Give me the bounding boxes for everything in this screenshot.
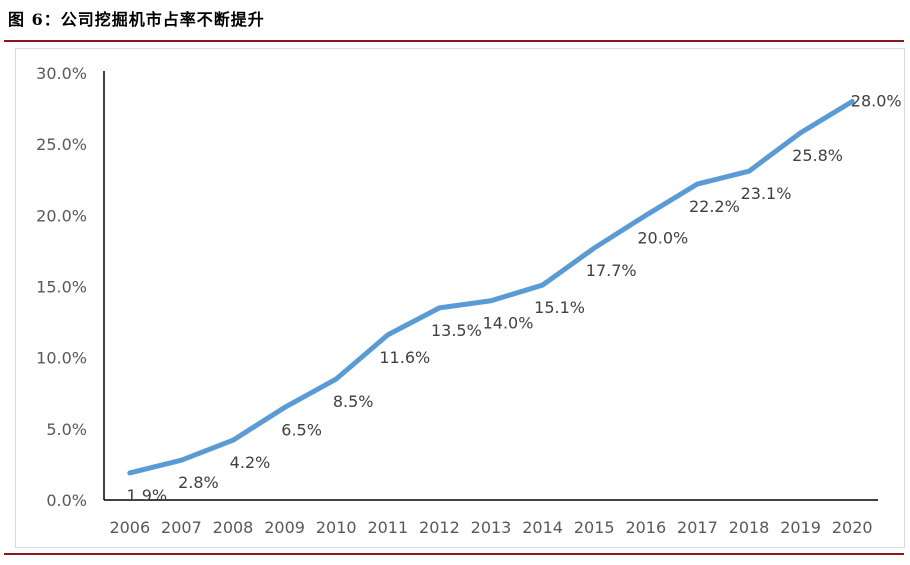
- y-tick-label: 30.0%: [36, 64, 87, 83]
- bottom-rule: [4, 553, 904, 555]
- x-tick-label: 2013: [471, 518, 512, 537]
- x-tick-label: 2011: [367, 518, 408, 537]
- x-tick-label: 2006: [109, 518, 150, 537]
- data-label: 15.1%: [534, 298, 585, 317]
- y-tick-label: 15.0%: [36, 278, 87, 297]
- x-tick-label: 2014: [522, 518, 563, 537]
- x-tick-label: 2007: [161, 518, 202, 537]
- data-label: 6.5%: [281, 420, 322, 439]
- x-tick-label: 2012: [419, 518, 460, 537]
- data-label: 22.2%: [689, 197, 740, 216]
- data-label: 8.5%: [333, 392, 374, 411]
- data-label: 14.0%: [483, 314, 534, 333]
- x-tick-label: 2020: [832, 518, 873, 537]
- x-tick-label: 2010: [316, 518, 357, 537]
- data-label: 4.2%: [230, 453, 271, 472]
- y-tick-label: 10.0%: [36, 349, 87, 368]
- data-label: 17.7%: [586, 261, 637, 280]
- market-share-line-chart: 0.0%5.0%10.0%15.0%20.0%25.0%30.0% 2006 20…: [36, 64, 901, 537]
- data-labels: 1.9% 2.8% 4.2% 6.5% 8.5% 11.6%13.5% 14.0%15.1%…: [126, 91, 901, 504]
- y-axis: 0.0% 5.0% 10.0% 15.0% 20.0% 25.0% 30.0%: [36, 64, 105, 510]
- data-label: 23.1%: [741, 184, 792, 203]
- x-tick-label: 2019: [780, 518, 821, 537]
- data-label: 20.0%: [637, 228, 688, 247]
- x-tick-label: 2008: [213, 518, 254, 537]
- x-axis: 2006 2007 2008 2009 2010 2011 2012 2013 2014 2015…: [104, 499, 878, 537]
- data-label: 25.8%: [792, 146, 843, 165]
- data-label: 1.9%: [126, 486, 167, 505]
- x-tick-label: 2015: [574, 518, 615, 537]
- series: [127, 98, 855, 476]
- y-tick-label: 5.0%: [46, 420, 87, 439]
- x-tick-label: 2009: [264, 518, 305, 537]
- y-tick-label: 20.0%: [36, 206, 87, 225]
- x-tick-label: 2017: [677, 518, 718, 537]
- data-label: 13.5%: [431, 321, 482, 340]
- x-tick-label: 2018: [729, 518, 770, 537]
- x-tick-label: 2016: [625, 518, 666, 537]
- figure-title: 图 6：公司挖掘机市占率不断提升: [8, 10, 265, 29]
- series-line: [127, 98, 855, 476]
- data-label: 28.0%: [851, 91, 902, 110]
- chart-frame: 0.0% 5.0% 10.0% 15.0% 20.0% 25.0% 30.0% 2006 20…: [15, 48, 905, 548]
- top-rule: [4, 40, 904, 42]
- data-label: 11.6%: [379, 348, 430, 367]
- y-tick-label: 25.0%: [36, 135, 87, 154]
- y-tick-label: 0.0%: [46, 491, 87, 510]
- data-label: 2.8%: [178, 473, 219, 492]
